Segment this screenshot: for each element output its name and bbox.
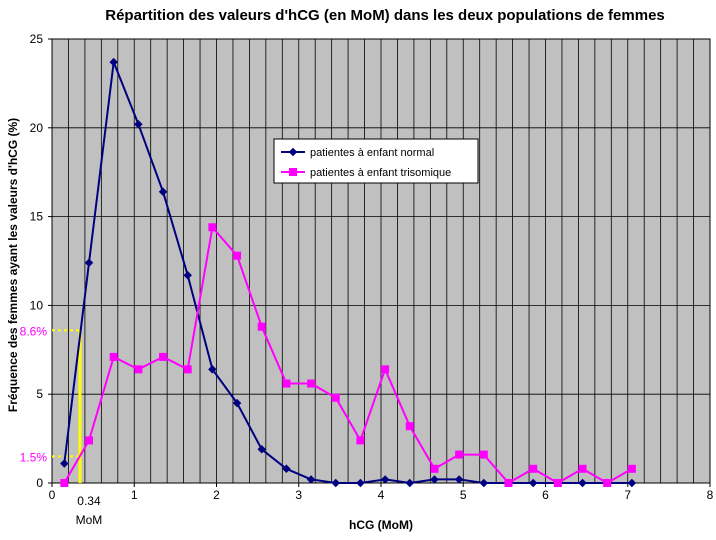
data-point-trisomy (529, 464, 538, 473)
data-point-normal (232, 398, 242, 408)
series-line-trisomy (63, 226, 633, 484)
legend-box (273, 138, 479, 184)
data-point-normal (60, 459, 69, 468)
x-tick-label: 3 (295, 488, 302, 502)
y-tick-label: 5 (36, 387, 43, 401)
horizontal-gridlines (52, 127, 710, 395)
data-point-normal (257, 445, 266, 454)
y-tick-label: 10 (30, 298, 44, 312)
x-tick-label: 7 (624, 488, 631, 502)
data-point-trisomy (356, 436, 365, 445)
data-point-trisomy (381, 365, 390, 374)
x-tick-label: 5 (460, 488, 467, 502)
data-point-normal (134, 120, 143, 129)
legend-label-normal: patientes à enfant normal (310, 147, 434, 159)
data-point-normal (528, 478, 538, 488)
data-point-trisomy (455, 450, 464, 459)
data-point-normal (208, 365, 217, 374)
data-point-trisomy (60, 479, 69, 487)
data-point-normal (380, 475, 390, 484)
legend: patientes à enfant normal patientes à en… (273, 138, 479, 184)
data-point-trisomy (504, 479, 513, 487)
data-point-trisomy (307, 379, 316, 388)
data-point-normal (479, 478, 489, 488)
data-point-normal (84, 258, 94, 268)
data-point-trisomy (479, 450, 488, 459)
series-layer (60, 57, 637, 488)
data-point-normal (158, 187, 168, 196)
y-tick-label: 25 (30, 32, 44, 46)
legend-label-trisomy: patientes à enfant trisomique (310, 167, 451, 179)
vertical-gridlines (68, 39, 694, 483)
legend-marker-normal (288, 147, 298, 157)
legend-marker-trisomy (289, 168, 297, 176)
cutoff-value-label: 0.34 (77, 494, 101, 508)
data-point-normal (356, 478, 365, 488)
x-axis-ticks: 0 1 2 3 4 5 6 7 8 (49, 483, 714, 502)
data-point-trisomy (233, 251, 242, 260)
data-point-normal (331, 478, 341, 488)
data-point-trisomy (627, 464, 636, 473)
x-tick-label: 6 (542, 488, 549, 502)
data-point-trisomy (159, 352, 168, 361)
data-point-normal (183, 270, 192, 280)
data-point-trisomy (430, 464, 439, 473)
data-point-trisomy (85, 436, 94, 445)
y-axis-label: Fréquence des femmes ayant les valeurs d… (6, 118, 20, 412)
y-tick-label: 20 (30, 121, 44, 135)
data-point-trisomy (405, 422, 414, 431)
data-point-trisomy (257, 322, 266, 331)
data-point-trisomy (331, 393, 340, 402)
data-point-trisomy (603, 479, 612, 487)
level-high-label: 8.6% (20, 324, 48, 338)
x-axis-label: hCG (MoM) (349, 518, 413, 532)
data-point-trisomy (553, 479, 562, 487)
chart-title: Répartition des valeurs d'hCG (en MoM) d… (105, 7, 665, 24)
data-point-trisomy (578, 464, 587, 473)
x-tick-label: 4 (378, 488, 385, 502)
data-point-normal (430, 475, 439, 484)
x-tick-label: 2 (213, 488, 220, 502)
x-tick-label: 0 (49, 488, 56, 502)
data-point-trisomy (282, 379, 291, 388)
level-low-label: 1.5% (20, 450, 48, 464)
data-point-trisomy (208, 223, 217, 232)
data-point-normal (306, 475, 316, 484)
data-point-normal (282, 464, 291, 474)
x-tick-label: 1 (131, 488, 138, 502)
data-point-normal (405, 478, 415, 488)
y-tick-label: 0 (36, 476, 43, 490)
data-point-normal (627, 478, 637, 488)
data-point-normal (578, 478, 587, 488)
data-point-trisomy (109, 352, 118, 361)
data-point-trisomy (183, 365, 192, 374)
y-tick-label: 15 (30, 210, 44, 224)
cutoff-unit-label: MoM (76, 513, 103, 527)
y-axis-ticks: 0 5 10 15 20 25 (30, 32, 52, 490)
data-point-normal (454, 475, 464, 484)
data-point-trisomy (134, 365, 143, 374)
x-tick-label: 8 (707, 488, 714, 502)
